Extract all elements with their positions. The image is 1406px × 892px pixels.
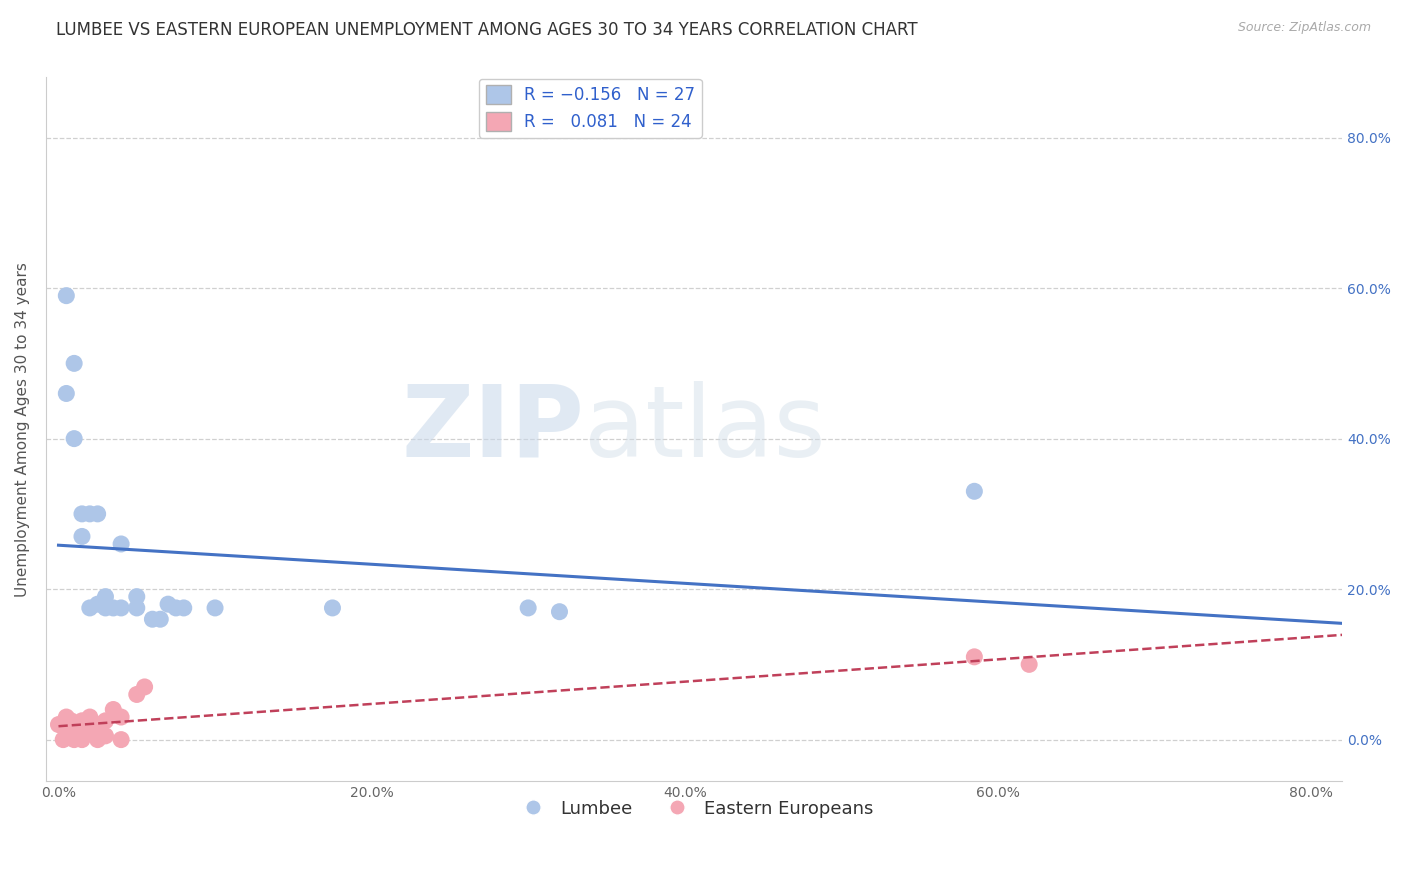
Point [63,732,86,747]
Point [110,710,132,724]
Point [55,288,77,302]
Point [86,507,108,521]
Point [103,702,125,716]
Point [55,722,77,736]
Point [204,601,226,615]
Point [125,601,148,615]
Point [94,729,117,743]
Point [55,386,77,401]
Point [66,717,89,731]
Point [963,649,986,664]
Point [157,597,180,611]
Point [86,717,108,731]
Point [86,732,108,747]
Point [70,714,93,728]
Point [55,710,77,724]
Point [517,601,540,615]
Point [86,597,108,611]
Point [165,601,187,615]
Point [79,507,101,521]
Point [79,601,101,615]
Point [125,688,148,702]
Point [141,612,163,626]
Point [110,601,132,615]
Text: LUMBEE VS EASTERN EUROPEAN UNEMPLOYMENT AMONG AGES 30 TO 34 YEARS CORRELATION CH: LUMBEE VS EASTERN EUROPEAN UNEMPLOYMENT … [56,21,918,38]
Point [70,507,93,521]
Point [63,432,86,446]
Point [63,356,86,370]
Point [52,732,75,747]
Legend: Lumbee, Eastern Europeans: Lumbee, Eastern Europeans [508,792,880,825]
Point [48,717,70,731]
Point [134,680,156,694]
Point [94,601,117,615]
Point [79,710,101,724]
Point [60,714,83,728]
Point [94,590,117,604]
Point [321,601,343,615]
Point [63,717,86,731]
Point [149,612,172,626]
Point [110,537,132,551]
Y-axis label: Unemployment Among Ages 30 to 34 years: Unemployment Among Ages 30 to 34 years [15,261,30,597]
Point [79,717,101,731]
Text: ZIP: ZIP [401,381,583,478]
Point [76,725,98,739]
Point [548,605,571,619]
Point [70,732,93,747]
Point [173,601,195,615]
Point [963,484,986,499]
Point [125,590,148,604]
Point [110,732,132,747]
Point [103,601,125,615]
Text: Source: ZipAtlas.com: Source: ZipAtlas.com [1237,21,1371,34]
Text: atlas: atlas [583,381,825,478]
Point [94,714,117,728]
Point [70,529,93,543]
Point [1018,657,1040,672]
